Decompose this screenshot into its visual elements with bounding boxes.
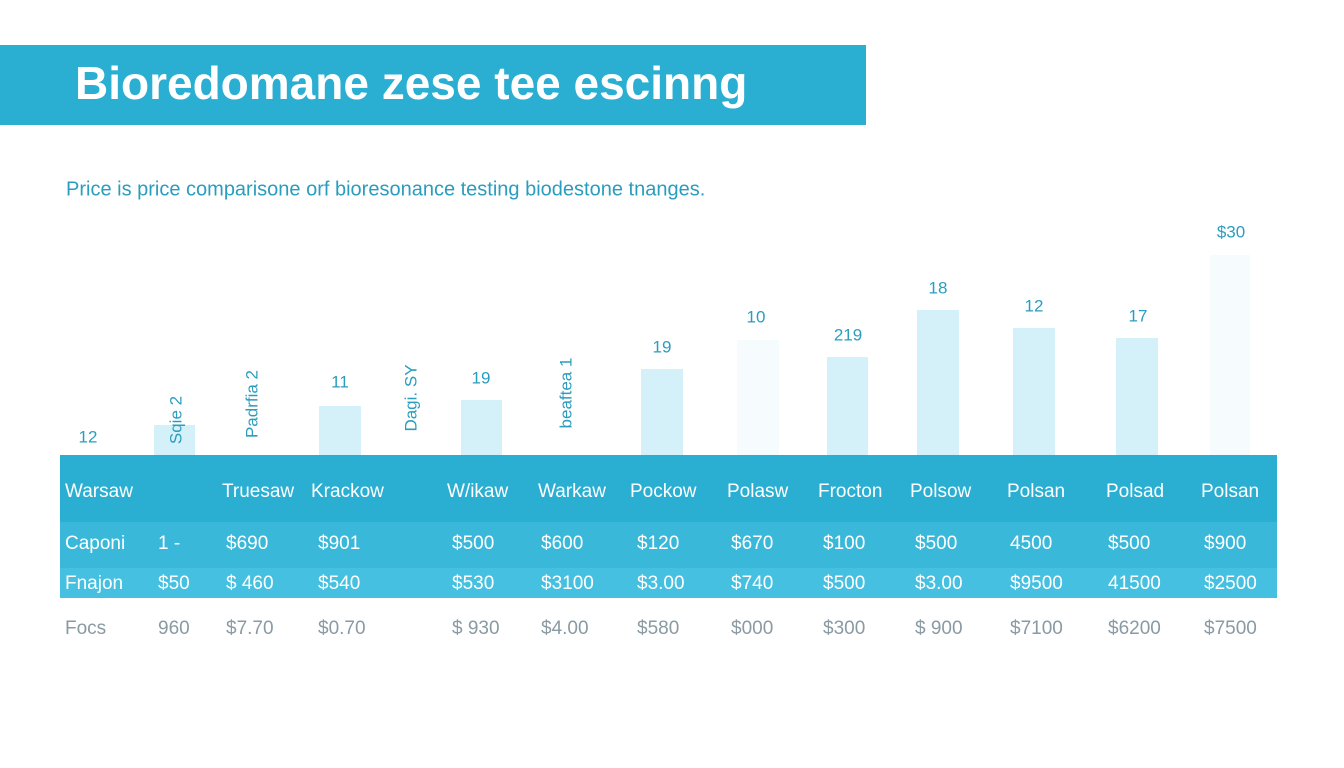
table-cell: $740: [731, 573, 773, 594]
bar-label: 18: [929, 278, 948, 297]
bar: [641, 369, 683, 455]
bar-label: 219: [834, 325, 862, 344]
table-cell: $3100: [541, 573, 594, 594]
bar: [827, 357, 868, 455]
bar-label: beaftea 1: [556, 358, 575, 429]
table-row-bg: [60, 568, 1277, 598]
table-header-bg: [60, 455, 1277, 522]
column-header: W/ikaw: [447, 481, 509, 502]
bar-label: Sqie 2: [166, 396, 185, 444]
bar-label: 12: [1025, 296, 1044, 315]
bars: [154, 255, 1250, 455]
bar-label: $30: [1217, 222, 1245, 241]
bar-label: 19: [653, 337, 672, 356]
column-header: Krackow: [311, 481, 384, 502]
table-cell: Focs: [65, 618, 106, 639]
table-cell: Caponi: [65, 533, 125, 554]
table-cell: $901: [318, 533, 360, 554]
title: Bioredomane zese tee escinng: [75, 57, 747, 109]
table-cell: $7500: [1204, 618, 1257, 639]
table-row-bg: [60, 522, 1277, 568]
column-header: Polsow: [910, 481, 972, 502]
bar-label: Dagi. SY: [401, 364, 420, 431]
table-cell: $2500: [1204, 573, 1257, 594]
table-cell: $9500: [1010, 573, 1063, 594]
table-cell: $500: [823, 573, 865, 594]
table-cell: $7100: [1010, 618, 1063, 639]
column-header: Polsan: [1201, 481, 1259, 502]
table-cell: $300: [823, 618, 865, 639]
column-header: Polasw: [727, 481, 789, 502]
table-cell: $690: [226, 533, 268, 554]
table-cell: $580: [637, 618, 679, 639]
table-cell: $6200: [1108, 618, 1161, 639]
bar-label: 19: [472, 368, 491, 387]
table-cell: Fnajon: [65, 573, 123, 594]
table-cell: $500: [1108, 533, 1150, 554]
column-header: Frocton: [818, 481, 882, 502]
bar: [154, 425, 195, 455]
table-cell: $7.70: [226, 618, 274, 639]
table-cell: $ 460: [226, 573, 274, 594]
table-cell: $000: [731, 618, 773, 639]
column-header: Truesaw: [222, 481, 294, 502]
table-cell: 1 -: [158, 533, 180, 554]
table-cell: $530: [452, 573, 494, 594]
bar: [1116, 338, 1158, 455]
table-cell: $3.00: [915, 573, 963, 594]
bar: [917, 310, 959, 455]
table-cell: $540: [318, 573, 360, 594]
bar: [319, 406, 361, 455]
table-cell: $3.00: [637, 573, 685, 594]
bar: [1210, 255, 1250, 455]
table-cell: $500: [915, 533, 957, 554]
table-cell: $600: [541, 533, 583, 554]
subtitle: Price is price comparisone orf bioresona…: [66, 178, 705, 200]
table-cell: $50: [158, 573, 190, 594]
table-cell: $120: [637, 533, 679, 554]
bar-label: 17: [1129, 306, 1148, 325]
table-cell: 41500: [1108, 573, 1161, 594]
bar: [737, 340, 779, 455]
bar-label: Padrfia 2: [242, 370, 261, 438]
bar: [1013, 328, 1055, 455]
table-cell: $100: [823, 533, 865, 554]
table-cell: $500: [452, 533, 494, 554]
table-cell: $670: [731, 533, 773, 554]
table-cell: 960: [158, 618, 190, 639]
table-cell: $ 930: [452, 618, 500, 639]
bar-label: 12: [79, 427, 98, 446]
title-banner: [0, 45, 866, 125]
table-cell: 4500: [1010, 533, 1052, 554]
column-header: Warkaw: [538, 481, 606, 502]
bar-label: 10: [747, 307, 766, 326]
bar: [461, 400, 502, 455]
table-cell: $4.00: [541, 618, 589, 639]
table-cell: $ 900: [915, 618, 963, 639]
bar-label: 11: [331, 372, 349, 391]
column-header: Pockow: [630, 481, 697, 502]
column-header: Warsaw: [65, 481, 133, 502]
column-header: Polsad: [1106, 481, 1164, 502]
table-cell: $900: [1204, 533, 1246, 554]
column-header: Polsan: [1007, 481, 1065, 502]
table-cell: $0.70: [318, 618, 366, 639]
